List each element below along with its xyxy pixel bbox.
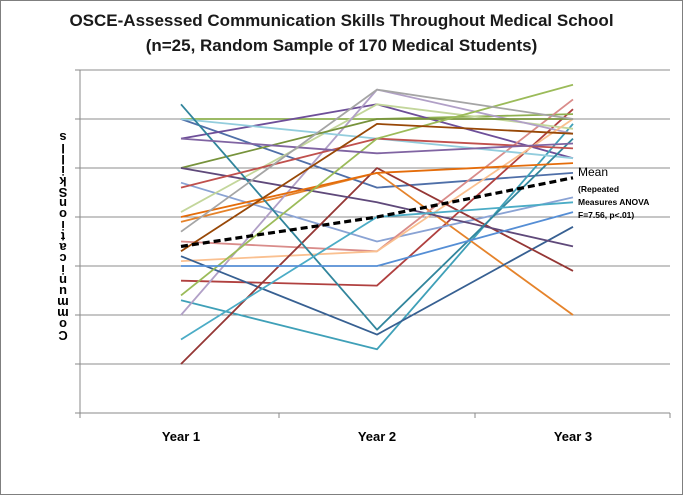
series-line-22 xyxy=(180,137,574,155)
series-line-1 xyxy=(180,118,574,189)
mean-note-line: F=7.56, p<.01) xyxy=(578,210,634,220)
series-line-24 xyxy=(180,88,574,233)
series-line-5 xyxy=(180,123,574,351)
series-line-12 xyxy=(180,118,574,262)
mean-note-line: (Repeated xyxy=(578,184,619,194)
mean-note-line: Measures ANOVA xyxy=(578,197,649,207)
chart-title: OSCE-Assessed Communication Skills Throu… xyxy=(0,8,683,58)
series-line-25 xyxy=(180,123,574,253)
series-line-15 xyxy=(180,118,573,169)
title-line-2: (n=25, Random Sample of 170 Medical Stud… xyxy=(145,36,538,55)
mean-line xyxy=(180,176,574,248)
x-tick-label: Year 1 xyxy=(162,429,200,444)
series-line-23 xyxy=(181,211,574,267)
series-line-21 xyxy=(180,83,574,297)
series-line-19 xyxy=(180,201,574,341)
x-tick-label: Year 3 xyxy=(554,429,592,444)
title-line-1: OSCE-Assessed Communication Skills Throu… xyxy=(69,11,614,30)
series-line-17 xyxy=(180,103,574,331)
series-line-18 xyxy=(180,162,574,218)
series-line-9 xyxy=(180,103,574,213)
mean-label: Mean xyxy=(578,165,608,179)
series-line-13 xyxy=(180,226,574,336)
x-tick-label: Year 2 xyxy=(358,429,396,444)
